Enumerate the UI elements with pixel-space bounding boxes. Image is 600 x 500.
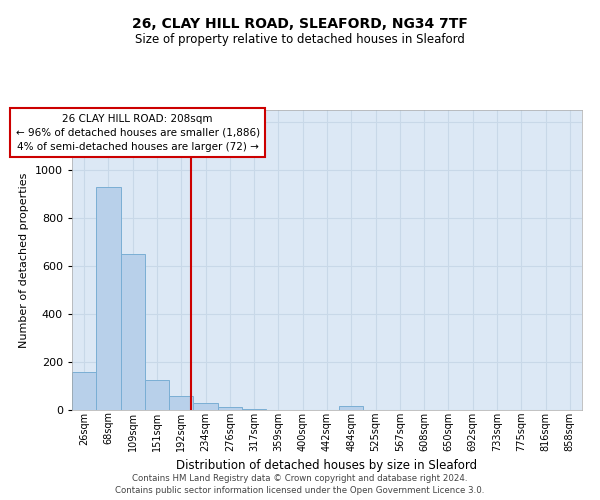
- Bar: [72, 372, 96, 410]
- Text: Size of property relative to detached houses in Sleaford: Size of property relative to detached ho…: [135, 32, 465, 46]
- Bar: [96, 187, 121, 410]
- Text: 26, CLAY HILL ROAD, SLEAFORD, NG34 7TF: 26, CLAY HILL ROAD, SLEAFORD, NG34 7TF: [132, 18, 468, 32]
- Text: Contains public sector information licensed under the Open Government Licence 3.: Contains public sector information licen…: [115, 486, 485, 495]
- X-axis label: Distribution of detached houses by size in Sleaford: Distribution of detached houses by size …: [176, 459, 478, 472]
- Bar: [218, 407, 242, 410]
- Bar: [145, 380, 169, 410]
- Y-axis label: Number of detached properties: Number of detached properties: [19, 172, 29, 348]
- Bar: [193, 404, 218, 410]
- Text: 26 CLAY HILL ROAD: 208sqm
← 96% of detached houses are smaller (1,886)
4% of sem: 26 CLAY HILL ROAD: 208sqm ← 96% of detac…: [16, 114, 260, 152]
- Bar: [169, 396, 193, 410]
- Bar: [339, 406, 364, 410]
- Bar: [242, 409, 266, 410]
- Text: Contains HM Land Registry data © Crown copyright and database right 2024.: Contains HM Land Registry data © Crown c…: [132, 474, 468, 483]
- Bar: [121, 254, 145, 410]
